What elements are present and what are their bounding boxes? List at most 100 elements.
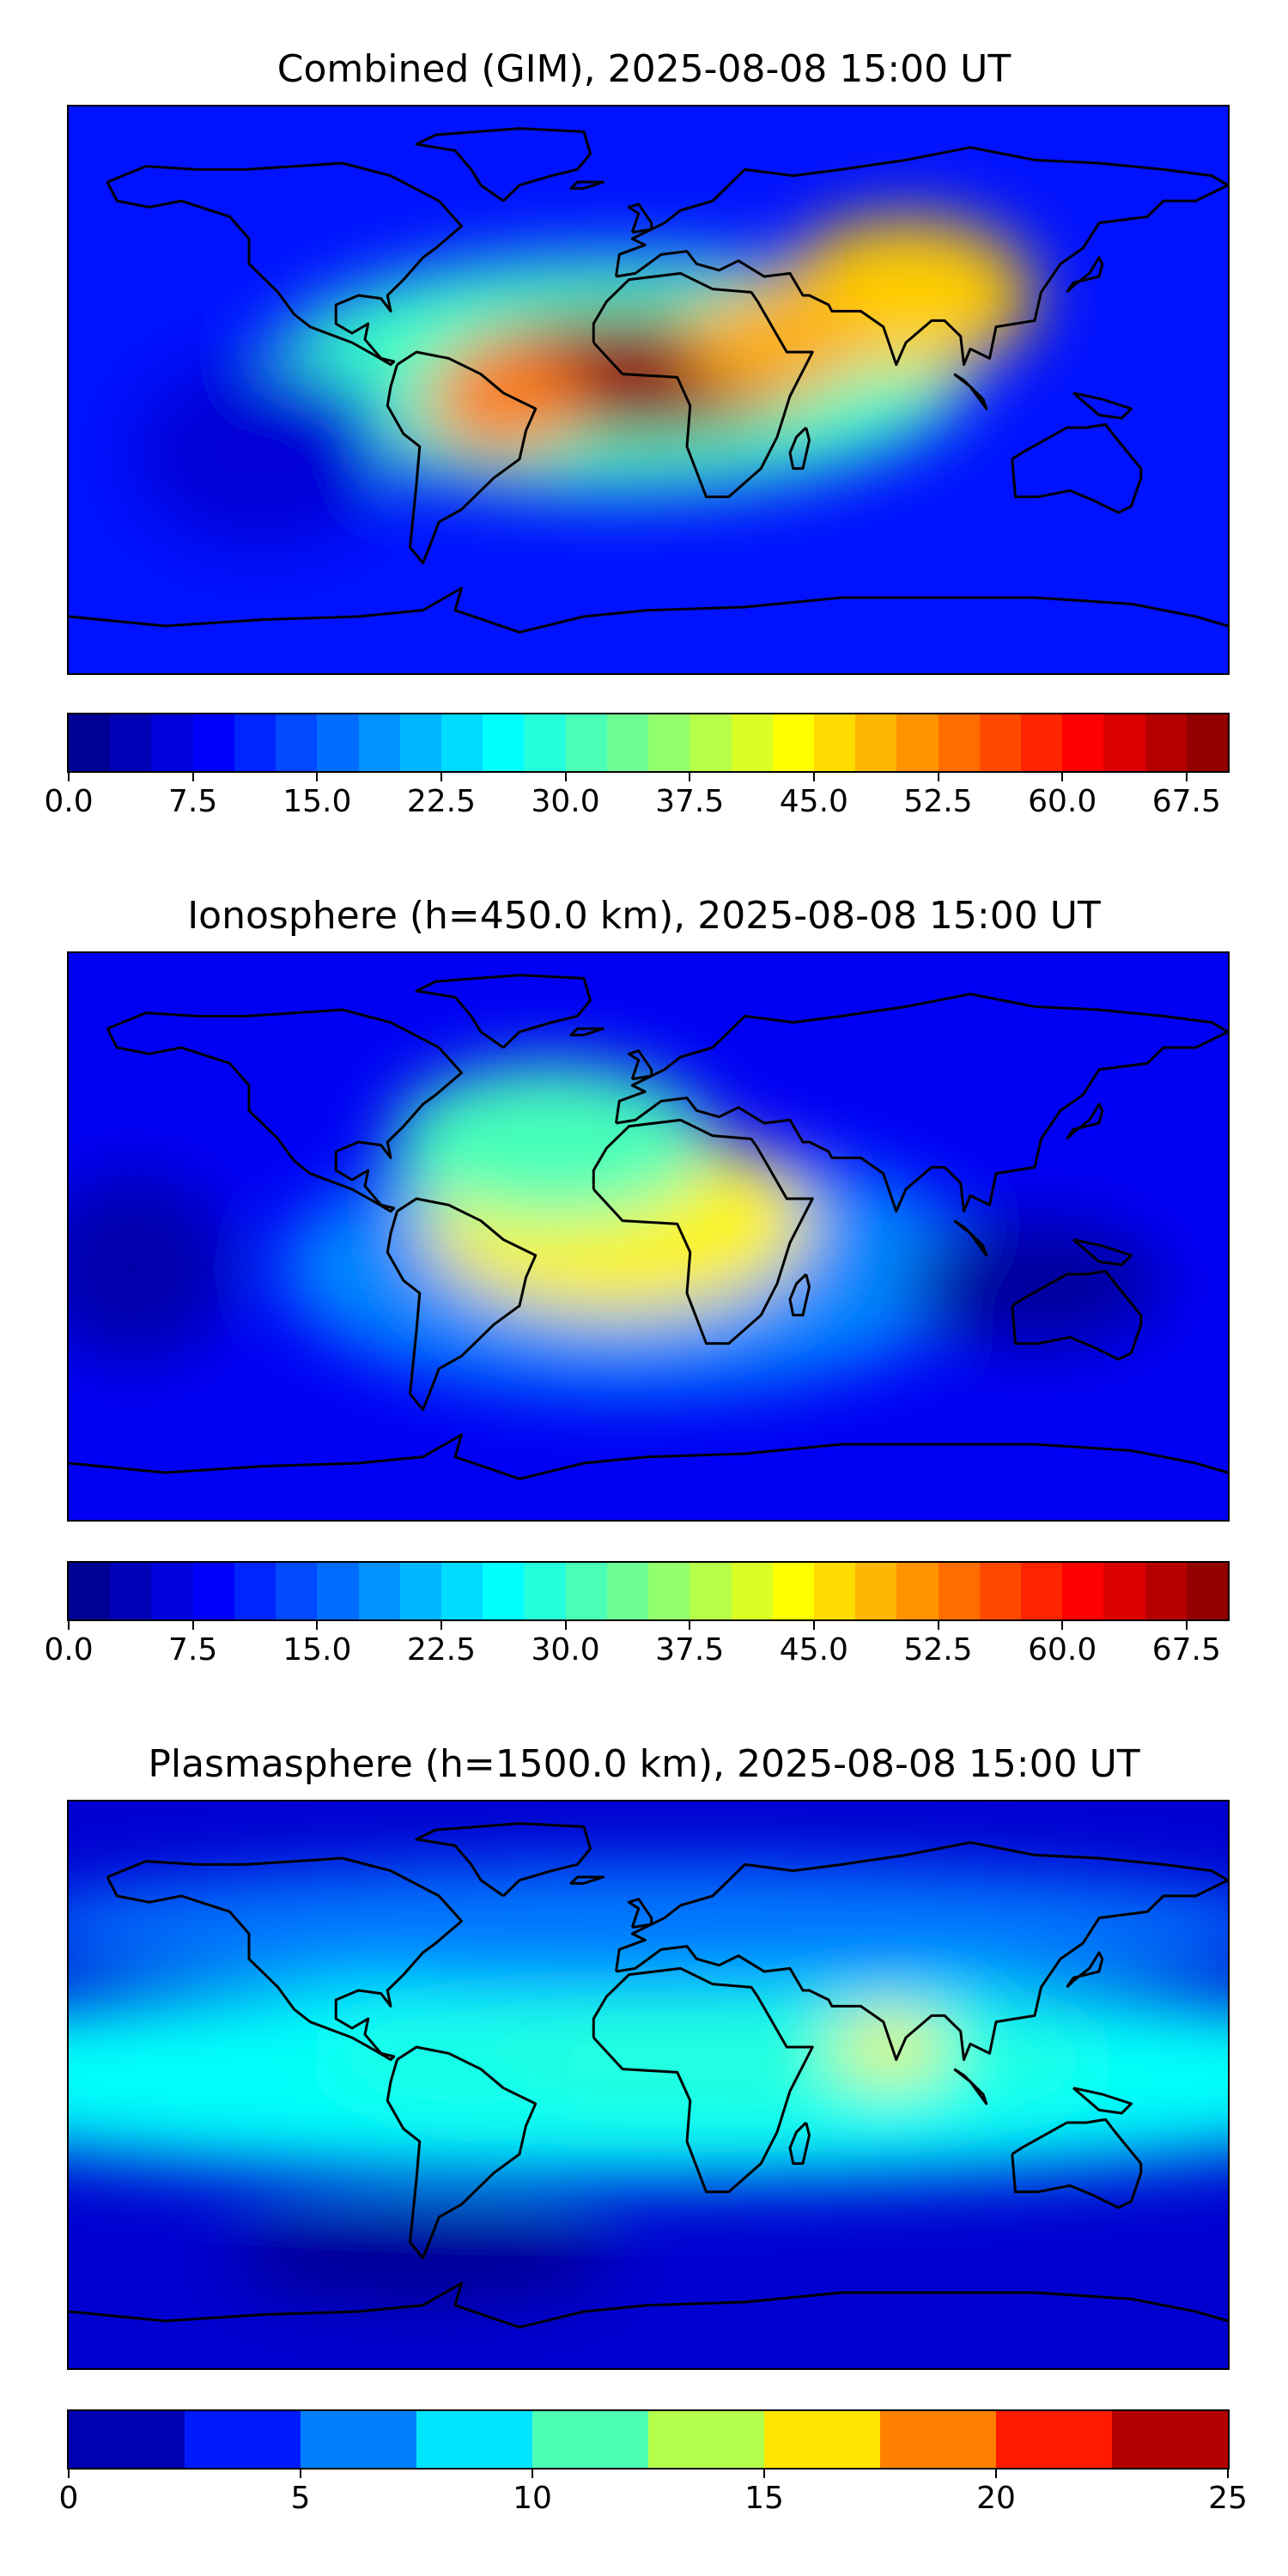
panel-ionosphere-map (67, 951, 1230, 1522)
coastline (569, 1027, 605, 1036)
colorbar-level (1062, 1563, 1104, 1619)
map-svg (69, 106, 1228, 673)
map-field-layer (69, 1864, 1228, 2306)
colorbar-level (996, 2411, 1112, 2468)
colorbar-tick-label: 20 (976, 2481, 1016, 2516)
field-region (69, 1173, 230, 1363)
colorbar-level (1186, 714, 1229, 771)
coastline (386, 2045, 538, 2260)
colorbar-level (276, 1563, 318, 1619)
colorbar-tick-label: 15 (744, 2481, 784, 2516)
colorbar-tick-mark (689, 773, 691, 781)
colorbar-level (317, 1563, 359, 1619)
colorbar-tick-mark (995, 2470, 997, 2478)
colorbar-tick-label: 30.0 (531, 784, 600, 819)
colorbar-tick-label: 22.5 (406, 1632, 476, 1668)
colorbar-tick-label: 45.0 (779, 784, 848, 819)
colorbar-tick-mark (440, 1621, 442, 1630)
colorbar-level (1112, 2411, 1228, 2468)
colorbar-level (565, 1563, 607, 1619)
colorbar-level (440, 714, 483, 771)
coastline (953, 2068, 988, 2105)
field-region (133, 358, 391, 548)
coastline (415, 974, 592, 1049)
colorbar-level (1103, 1563, 1145, 1619)
colorbar-level (1062, 714, 1104, 771)
colorbar-level (110, 714, 152, 771)
colorbar-tick-label: 0.0 (44, 784, 94, 819)
colorbar-tick-mark (564, 1621, 567, 1630)
colorbar-level (690, 1563, 732, 1619)
colorbar-tick-label: 15.0 (283, 784, 352, 819)
colorbar-level (979, 714, 1022, 771)
colorbar-tick-mark (316, 1621, 319, 1630)
colorbar-level (234, 1563, 276, 1619)
colorbar-tick-mark (1061, 1621, 1064, 1630)
coastline (592, 1966, 814, 2194)
colorbar-level (764, 2411, 880, 2468)
colorbar-tick-label: 37.5 (655, 1632, 725, 1668)
colorbar-tick-label: 45.0 (779, 1632, 848, 1668)
colorbar-level (69, 714, 111, 771)
coastline (953, 1219, 988, 1257)
colorbar-level (648, 714, 690, 771)
coastline (106, 1856, 463, 2062)
colorbar-level (1103, 714, 1145, 771)
coastline (1066, 1951, 1104, 1989)
colorbar-level (524, 1563, 566, 1619)
colorbar-tick-mark (564, 773, 567, 781)
coastline (386, 350, 538, 565)
colorbar-level (813, 1563, 856, 1619)
field-region (422, 343, 584, 456)
colorbar-level (358, 1563, 400, 1619)
colorbar-level (690, 714, 732, 771)
colorbar-level (855, 714, 897, 771)
coastline (628, 1049, 653, 1081)
colorbar-tick-label: 22.5 (406, 784, 476, 819)
colorbar-level (151, 714, 193, 771)
coastline (628, 1898, 653, 1929)
colorbar-tick-mark (1185, 773, 1188, 781)
coastline (615, 146, 1228, 367)
colorbar-level (772, 1563, 814, 1619)
coastline (569, 180, 605, 190)
field-region (687, 286, 867, 399)
coastline (569, 1875, 605, 1885)
colorbar-level (69, 2411, 185, 2468)
colorbar-level (440, 1563, 483, 1619)
coastline (106, 161, 463, 367)
colorbar-tick-mark (937, 773, 939, 781)
coastline (953, 373, 988, 410)
colorbar-level (1145, 1563, 1187, 1619)
coastline (386, 1197, 538, 1412)
colorbar-tick-label: 30.0 (531, 1632, 600, 1668)
field-region (391, 2047, 552, 2123)
coastline (615, 993, 1228, 1213)
colorbar-level (813, 714, 856, 771)
colorbar-tick-label: 25 (1208, 2481, 1248, 2516)
coastline (1011, 1269, 1143, 1361)
colorbar-tick-mark (440, 773, 442, 781)
colorbar-tick-label: 52.5 (903, 784, 973, 819)
colorbar-tick-label: 67.5 (1151, 784, 1221, 819)
colorbar-level (1021, 714, 1063, 771)
panel-plasmasphere-colorbar-ticks: 0 5 10 15 20 25 (59, 2470, 1248, 2521)
colorbar-tick-mark (812, 1621, 815, 1630)
colorbar-tick-mark (68, 2470, 70, 2478)
colorbar-level (1186, 1563, 1229, 1619)
colorbar-tick-mark (191, 1621, 194, 1630)
coastline (788, 426, 811, 471)
coastline (1066, 1103, 1104, 1140)
coastline (415, 127, 592, 203)
panel-plasmasphere-map (67, 1800, 1230, 2370)
coastline (1011, 422, 1143, 514)
colorbar-tick-mark (191, 773, 194, 781)
colorbar-tick-label: 60.0 (1028, 784, 1097, 819)
colorbar-level (69, 1563, 111, 1619)
colorbar-tick-label: 67.5 (1151, 1632, 1221, 1668)
colorbar-level (192, 714, 234, 771)
colorbar-level (648, 2411, 764, 2468)
colorbar-level (1021, 1563, 1063, 1619)
colorbar-level (731, 1563, 773, 1619)
colorbar-level (565, 714, 607, 771)
